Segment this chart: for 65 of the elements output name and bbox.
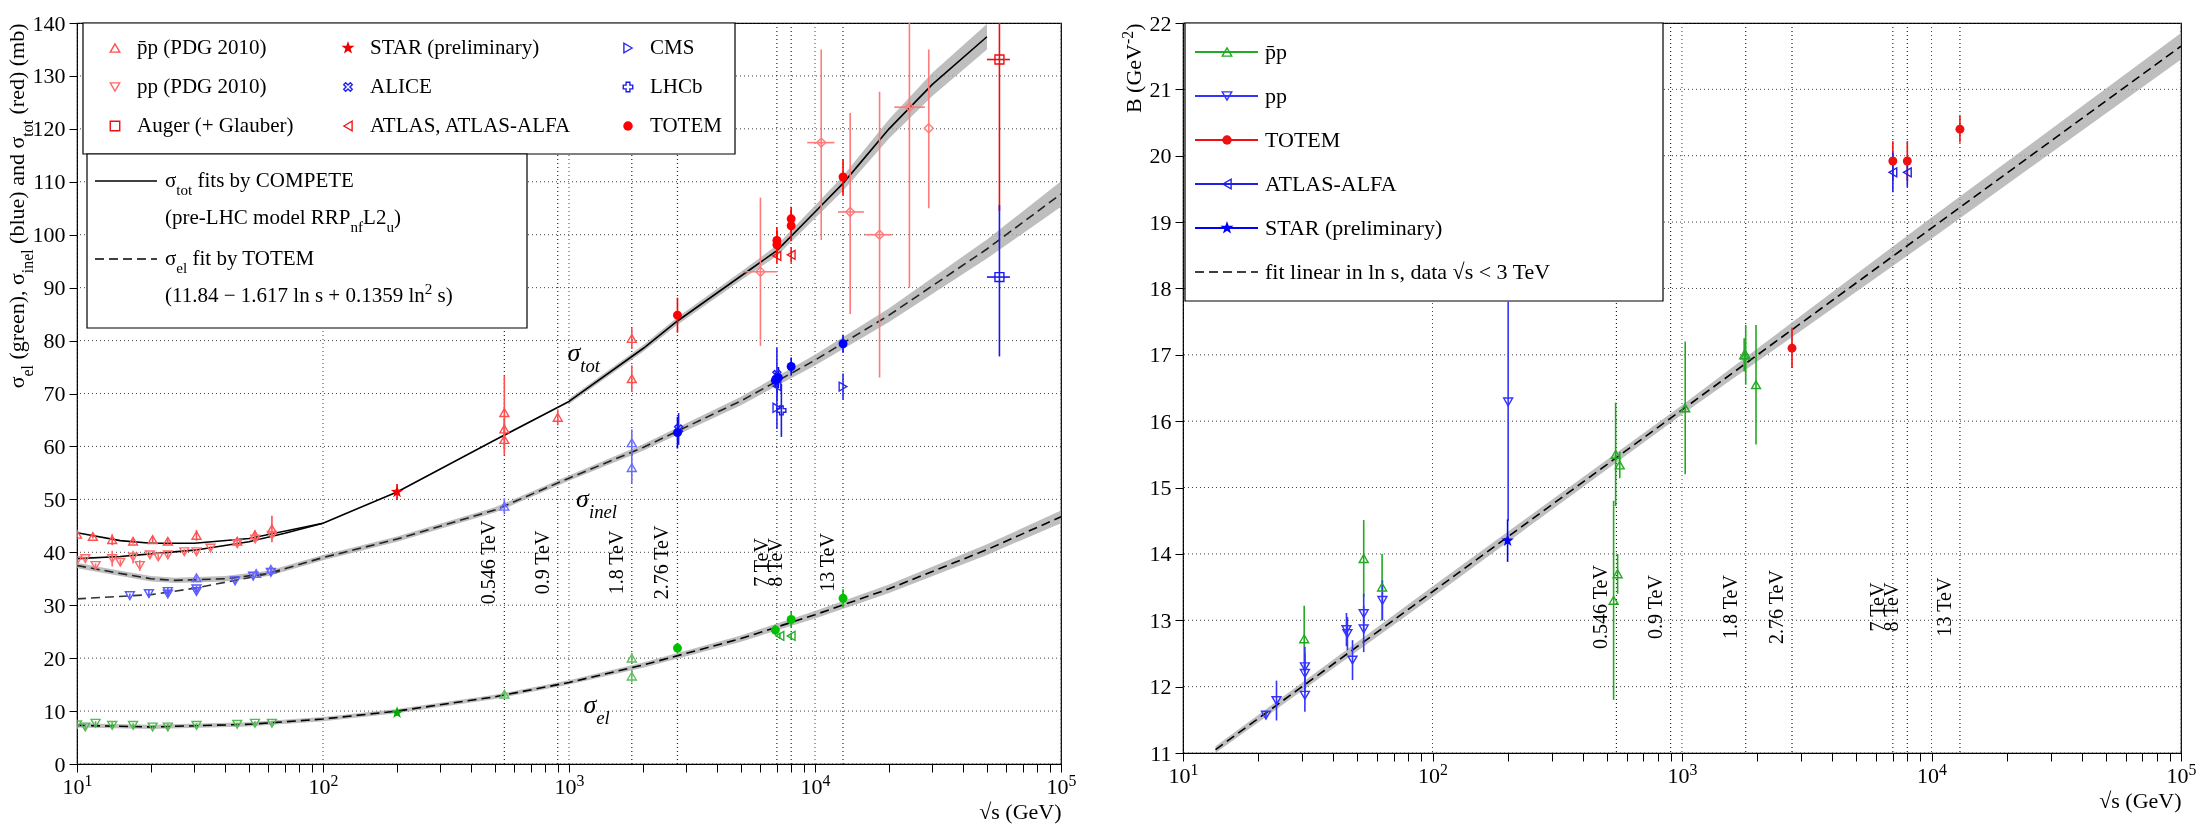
ref-line-label: 13 TeV <box>816 532 839 592</box>
x-tick-label: 10$^{4}$ <box>1917 760 1948 788</box>
legend-label: STAR (preliminary) <box>1265 215 1443 240</box>
y-tick-label: 30 <box>43 592 66 618</box>
y-tick-label: 20 <box>43 645 66 671</box>
legend-label: CMS <box>650 35 695 59</box>
ref-line-label: 0.9 TeV <box>1643 574 1666 639</box>
legend-label: σ$_{tot}$ fits by COMPETE (pre-LHC model RRP$_{nf}$L2$_{u}$) <box>165 168 401 235</box>
x-tick-label: 10$^{2}$ <box>1418 760 1449 788</box>
annotation: σ$_{el}$ <box>583 690 610 728</box>
x-tick-label: 10$^{5}$ <box>2166 760 2197 788</box>
legend-label: STAR (preliminary) <box>370 35 540 59</box>
y-tick-label: 110 <box>33 169 66 195</box>
ref-line-label: 1.8 TeV <box>604 530 627 595</box>
legend-label: TOTEM <box>1265 127 1341 152</box>
legend-label: ATLAS-ALFA <box>1265 171 1397 196</box>
legend-label: σ$_{el}$ fit by TOTEM (11.84 − 1.617 ln s + 0.1359 ln$^{2}$ s) <box>165 246 453 307</box>
x-tick-label: 10$^{3}$ <box>1667 760 1698 788</box>
y-tick-label: 12 <box>1149 674 1172 700</box>
y-tick-label: 10 <box>43 698 66 724</box>
y-tick-label: 14 <box>1149 541 1172 567</box>
y-tick-label: 15 <box>1149 475 1172 501</box>
legend-label: ATLAS, ATLAS-ALFA <box>370 113 572 137</box>
y-tick-label: 16 <box>1149 408 1172 434</box>
ref-line-label: 1.8 TeV <box>1718 574 1741 639</box>
y-tick-label: 40 <box>43 539 66 565</box>
legend-label: LHCb <box>650 74 703 98</box>
legend-label: pp <box>1265 83 1287 108</box>
annotation: σ$_{tot}$ <box>567 338 601 376</box>
y-tick-label: 13 <box>1149 607 1172 633</box>
y-tick-label: 70 <box>43 381 66 406</box>
y-tick-label: 19 <box>1149 209 1172 235</box>
x-axis-title: √s (GeV) <box>2099 787 2182 813</box>
x-tick-label: 10$^{4}$ <box>800 771 831 799</box>
legend-label: ALICE <box>370 74 432 98</box>
legend-label: p̄p <box>1265 39 1287 64</box>
y-tick-label: 60 <box>43 433 66 459</box>
x-tick-label: 10$^{2}$ <box>308 771 339 799</box>
x-tick-label: 10$^{3}$ <box>554 771 585 799</box>
y-tick-label: 90 <box>43 275 66 301</box>
y-tick-label: 21 <box>1149 76 1172 102</box>
x-axis-title: √s (GeV) <box>979 798 1062 824</box>
y-tick-label: 17 <box>1149 342 1172 368</box>
y-tick-label: 22 <box>1149 10 1172 36</box>
annotation: σ$_{inel}$ <box>576 484 617 522</box>
legend-label: TOTEM <box>650 113 723 137</box>
legend-label: fit linear in ln s, data √s < 3 TeV <box>1265 259 1551 284</box>
y-tick-label: 20 <box>1149 143 1172 169</box>
ref-line-label: 2.76 TeV <box>1765 569 1788 644</box>
legend-label: Auger (+ Glauber) <box>137 113 294 137</box>
y-tick-label: 18 <box>1149 275 1172 301</box>
legend-label: pp (PDG 2010) <box>137 74 267 98</box>
ref-line-label: 2.76 TeV <box>650 525 673 600</box>
x-tick-label: 10$^{5}$ <box>1046 771 1077 799</box>
ref-line-label: 0.9 TeV <box>530 530 553 595</box>
legend-label: p̄p (PDG 2010) <box>137 35 267 59</box>
ref-line-label: 0.546 TeV <box>477 520 500 605</box>
y-tick-label: 130 <box>32 63 66 89</box>
y-tick-label: 100 <box>32 222 66 248</box>
y-tick-label: 120 <box>32 116 66 142</box>
y-tick-label: 50 <box>43 486 66 512</box>
y-tick-label: 140 <box>32 10 66 36</box>
y-tick-label: 80 <box>43 328 66 354</box>
ref-line-label: 0.546 TeV <box>1589 564 1612 649</box>
ref-line-label: 13 TeV <box>1932 577 1955 637</box>
